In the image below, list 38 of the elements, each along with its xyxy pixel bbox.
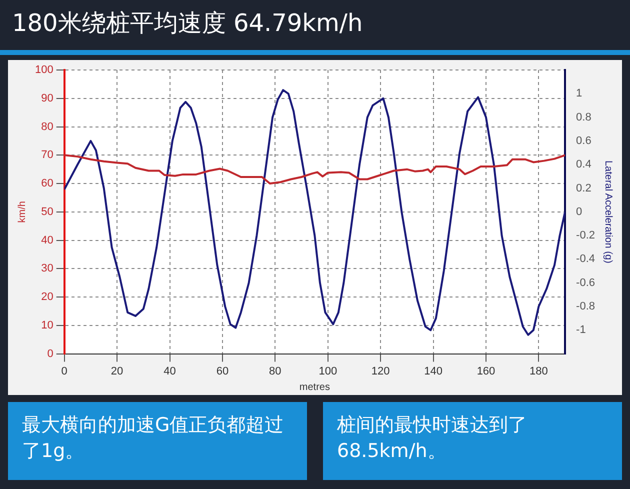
x-tick-label: 0 xyxy=(61,365,68,378)
y2-tick-label: 0.6 xyxy=(576,134,592,147)
y2-tick-label: -1 xyxy=(576,324,586,336)
text: 最大横向的加速G值正负都超过了1g。 xyxy=(8,402,307,480)
chart-title: 180米绕桩平均速度 64.79km/h xyxy=(12,8,363,39)
y2-tick-label: 0.2 xyxy=(576,182,592,194)
x-tick-label: 140 xyxy=(424,365,442,378)
y-tick-label: 20 xyxy=(41,291,54,304)
y2-tick-label: -0.4 xyxy=(576,253,596,266)
y2-tick-label: -0.6 xyxy=(576,276,596,289)
text: 桩间的最快时速达到了68.5km/h。 xyxy=(323,402,622,480)
y2-axis-title: Lateral Acceleration (g) xyxy=(602,160,614,264)
x-axis-title: metres xyxy=(299,382,330,393)
x-tick-label: 100 xyxy=(318,365,338,378)
y2-tick-label: 1 xyxy=(576,88,582,100)
y-axis-title: km/h xyxy=(16,201,28,223)
y-tick-label: 10 xyxy=(41,319,54,332)
y2-tick-label: -0.8 xyxy=(576,300,596,313)
y-tick-label: 30 xyxy=(41,262,54,275)
x-tick-label: 120 xyxy=(371,365,390,378)
y-tick-label: 40 xyxy=(41,234,54,246)
y-tick-label: 60 xyxy=(41,178,54,190)
x-tick-label: 40 xyxy=(164,365,176,378)
x-tick-label: 160 xyxy=(476,365,496,378)
y2-tick-label: -0.2 xyxy=(576,230,596,242)
x-tick-label: 80 xyxy=(269,365,282,378)
y-tick-label: 100 xyxy=(34,64,54,76)
y2-tick-label: 0.4 xyxy=(576,158,592,171)
y-tick-label: 90 xyxy=(41,92,54,104)
y-tick-label: 70 xyxy=(41,149,54,162)
y-tick-label: 50 xyxy=(41,206,54,218)
y-tick-label: 0 xyxy=(47,348,54,360)
x-tick-label: 20 xyxy=(110,365,124,378)
y2-tick-label: 0 xyxy=(576,206,582,218)
x-tick-label: 180 xyxy=(530,365,548,378)
x-tick-label: 60 xyxy=(216,365,229,378)
y-tick-label: 80 xyxy=(41,120,54,133)
y2-tick-label: 0.8 xyxy=(576,111,592,124)
